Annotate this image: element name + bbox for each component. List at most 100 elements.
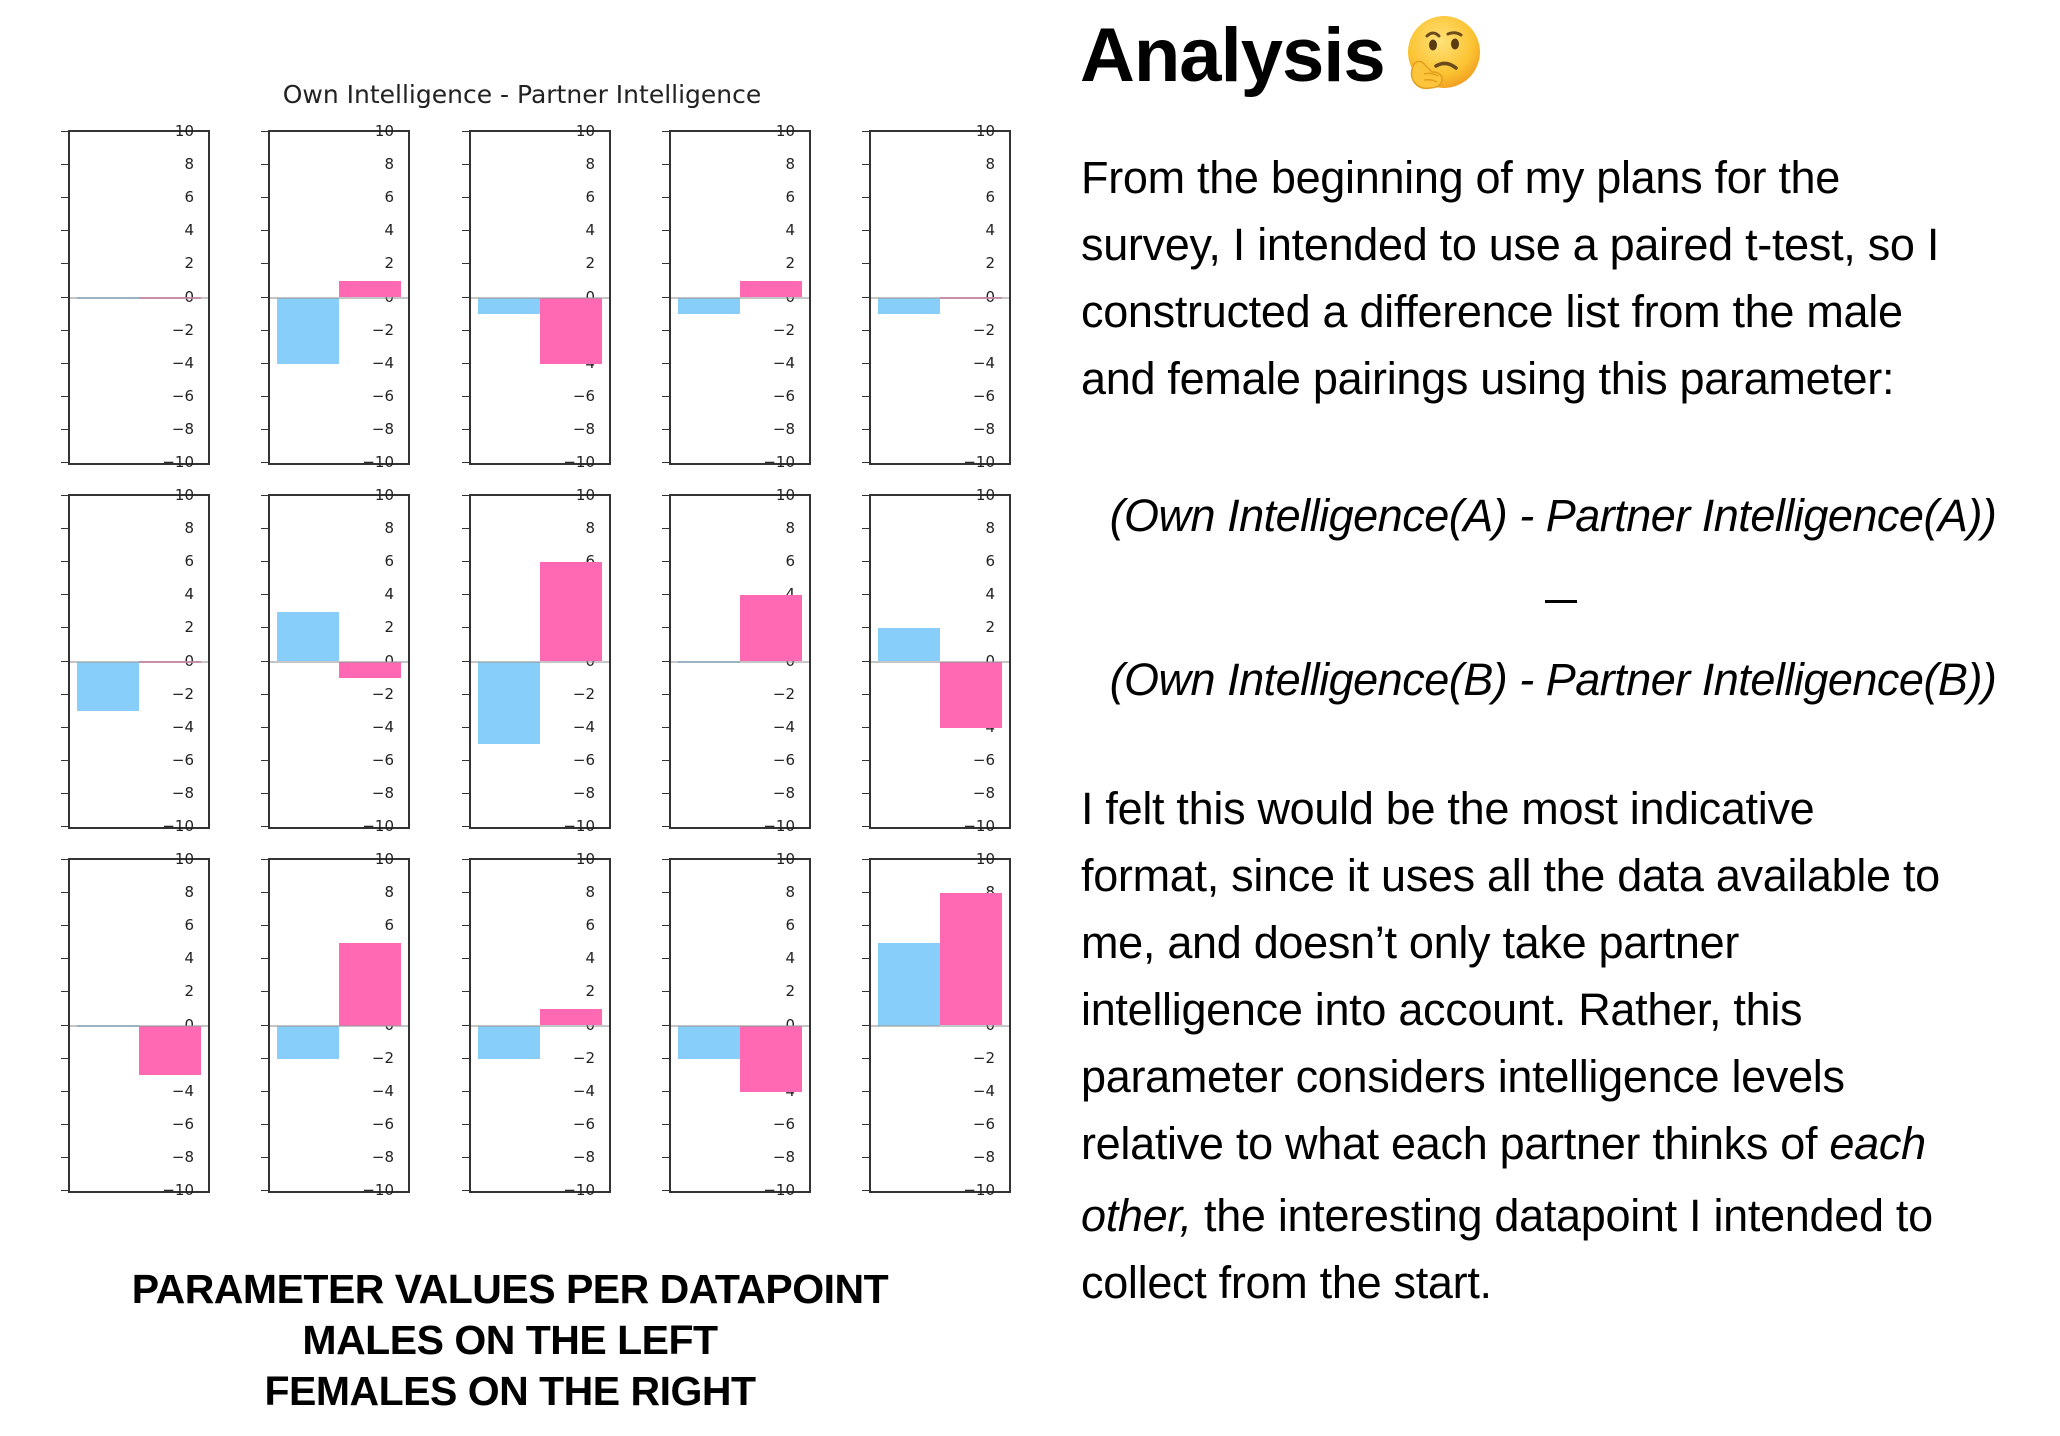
male-bar [878, 628, 940, 662]
formula-line-a: (Own Intelligence(A) - Partner Intellige… [1109, 490, 1997, 541]
y-tick-label: −6 [171, 750, 194, 769]
y-tick [61, 660, 68, 662]
y-tick [662, 131, 669, 132]
zero-line [671, 296, 809, 299]
y-tick [862, 197, 869, 199]
y-tick [61, 528, 68, 530]
y-tick [261, 594, 268, 596]
y-tick-label: −6 [371, 750, 394, 769]
y-tick [862, 428, 869, 430]
y-tick [61, 792, 68, 794]
y-tick [261, 859, 268, 860]
y-tick-label: 8 [985, 519, 995, 538]
y-tick-label: 4 [585, 221, 595, 240]
y-tick [662, 826, 669, 827]
y-tick-label: 8 [785, 155, 795, 174]
y-tick [261, 627, 268, 629]
y-tick-label: −2 [371, 684, 394, 703]
y-tick [662, 759, 669, 761]
y-tick-label: 4 [585, 949, 595, 968]
y-tick [61, 462, 68, 463]
zero-line [871, 296, 1009, 299]
y-tick-label: 2 [184, 982, 194, 1001]
zero-line [471, 660, 609, 663]
formula-line-b: (Own Intelligence(B) - Partner Intellige… [1109, 654, 1997, 705]
caption-line-2: MALES ON THE LEFT [302, 1317, 718, 1363]
y-tick-label: 8 [184, 883, 194, 902]
y-tick-label: −8 [572, 419, 595, 438]
zero-line [471, 296, 609, 299]
y-tick-label: −4 [772, 353, 795, 372]
y-tick [862, 1090, 869, 1092]
y-tick-label: −6 [772, 750, 795, 769]
y-tick [662, 1057, 669, 1059]
y-tick [261, 495, 268, 496]
female-bar [339, 661, 401, 679]
y-tick-label: 10 [374, 486, 394, 504]
zero-line [70, 296, 208, 299]
paragraph-1-line: constructed a difference list from the m… [1081, 286, 1903, 337]
y-tick [462, 759, 469, 761]
y-tick-label: −2 [972, 320, 995, 339]
y-tick-label: 10 [374, 850, 394, 868]
analysis-paragraph-2: I felt this would be the most indicative… [1081, 775, 1940, 1316]
y-tick [61, 627, 68, 629]
y-tick [462, 892, 469, 894]
female-bar [740, 595, 802, 662]
y-tick [261, 164, 268, 166]
caption-line-1: PARAMETER VALUES PER DATAPOINT [131, 1266, 889, 1312]
y-tick [261, 263, 268, 265]
zero-line [270, 660, 408, 663]
y-tick-label: 6 [384, 552, 394, 571]
figure-caption: PARAMETER VALUES PER DATAPOINT MALES ON … [60, 1264, 960, 1417]
y-tick [862, 826, 869, 827]
y-tick [862, 263, 869, 265]
analysis-heading: Analysis [1080, 13, 1386, 98]
y-tick [462, 263, 469, 265]
y-tick-label: −6 [972, 1114, 995, 1133]
y-tick-label: −4 [371, 717, 394, 736]
y-tick [61, 1190, 68, 1191]
y-tick-label: −6 [972, 386, 995, 405]
y-tick-label: −6 [371, 386, 394, 405]
y-tick [61, 131, 68, 132]
y-tick [462, 792, 469, 794]
paragraph-1-line: survey, I intended to use a paired t-tes… [1081, 219, 1940, 270]
y-tick-label: −10 [963, 453, 995, 471]
y-tick [662, 428, 669, 430]
y-tick [61, 197, 68, 199]
paragraph-1-line: From the beginning of my plans for the [1081, 152, 1841, 203]
paragraph-2-line: relative to what each partner thinks of … [1081, 1110, 1940, 1177]
y-tick [862, 1123, 869, 1125]
y-tick [462, 826, 469, 827]
y-tick [862, 395, 869, 397]
male-bar [678, 297, 740, 315]
zero-line [671, 660, 809, 663]
y-tick [862, 1156, 869, 1158]
y-tick [662, 1024, 669, 1026]
y-tick-label: −4 [572, 717, 595, 736]
y-tick-label: −10 [362, 817, 394, 835]
y-tick-label: −4 [772, 717, 795, 736]
y-tick-label: 10 [575, 122, 595, 140]
male-bar [277, 297, 339, 364]
y-tick [61, 759, 68, 761]
y-tick [462, 1090, 469, 1092]
y-tick [462, 362, 469, 364]
y-tick-label: 4 [184, 585, 194, 604]
y-tick-label: 4 [184, 221, 194, 240]
y-tick-label: −8 [371, 1147, 394, 1166]
y-tick [662, 362, 669, 364]
y-tick-label: −2 [772, 320, 795, 339]
y-tick-label: −4 [371, 1081, 394, 1100]
y-tick-label: −6 [572, 386, 595, 405]
y-tick [261, 197, 268, 199]
y-tick [662, 726, 669, 728]
y-tick [261, 892, 268, 894]
male-bar [277, 1025, 339, 1059]
y-tick [862, 1024, 869, 1026]
y-tick [61, 362, 68, 364]
